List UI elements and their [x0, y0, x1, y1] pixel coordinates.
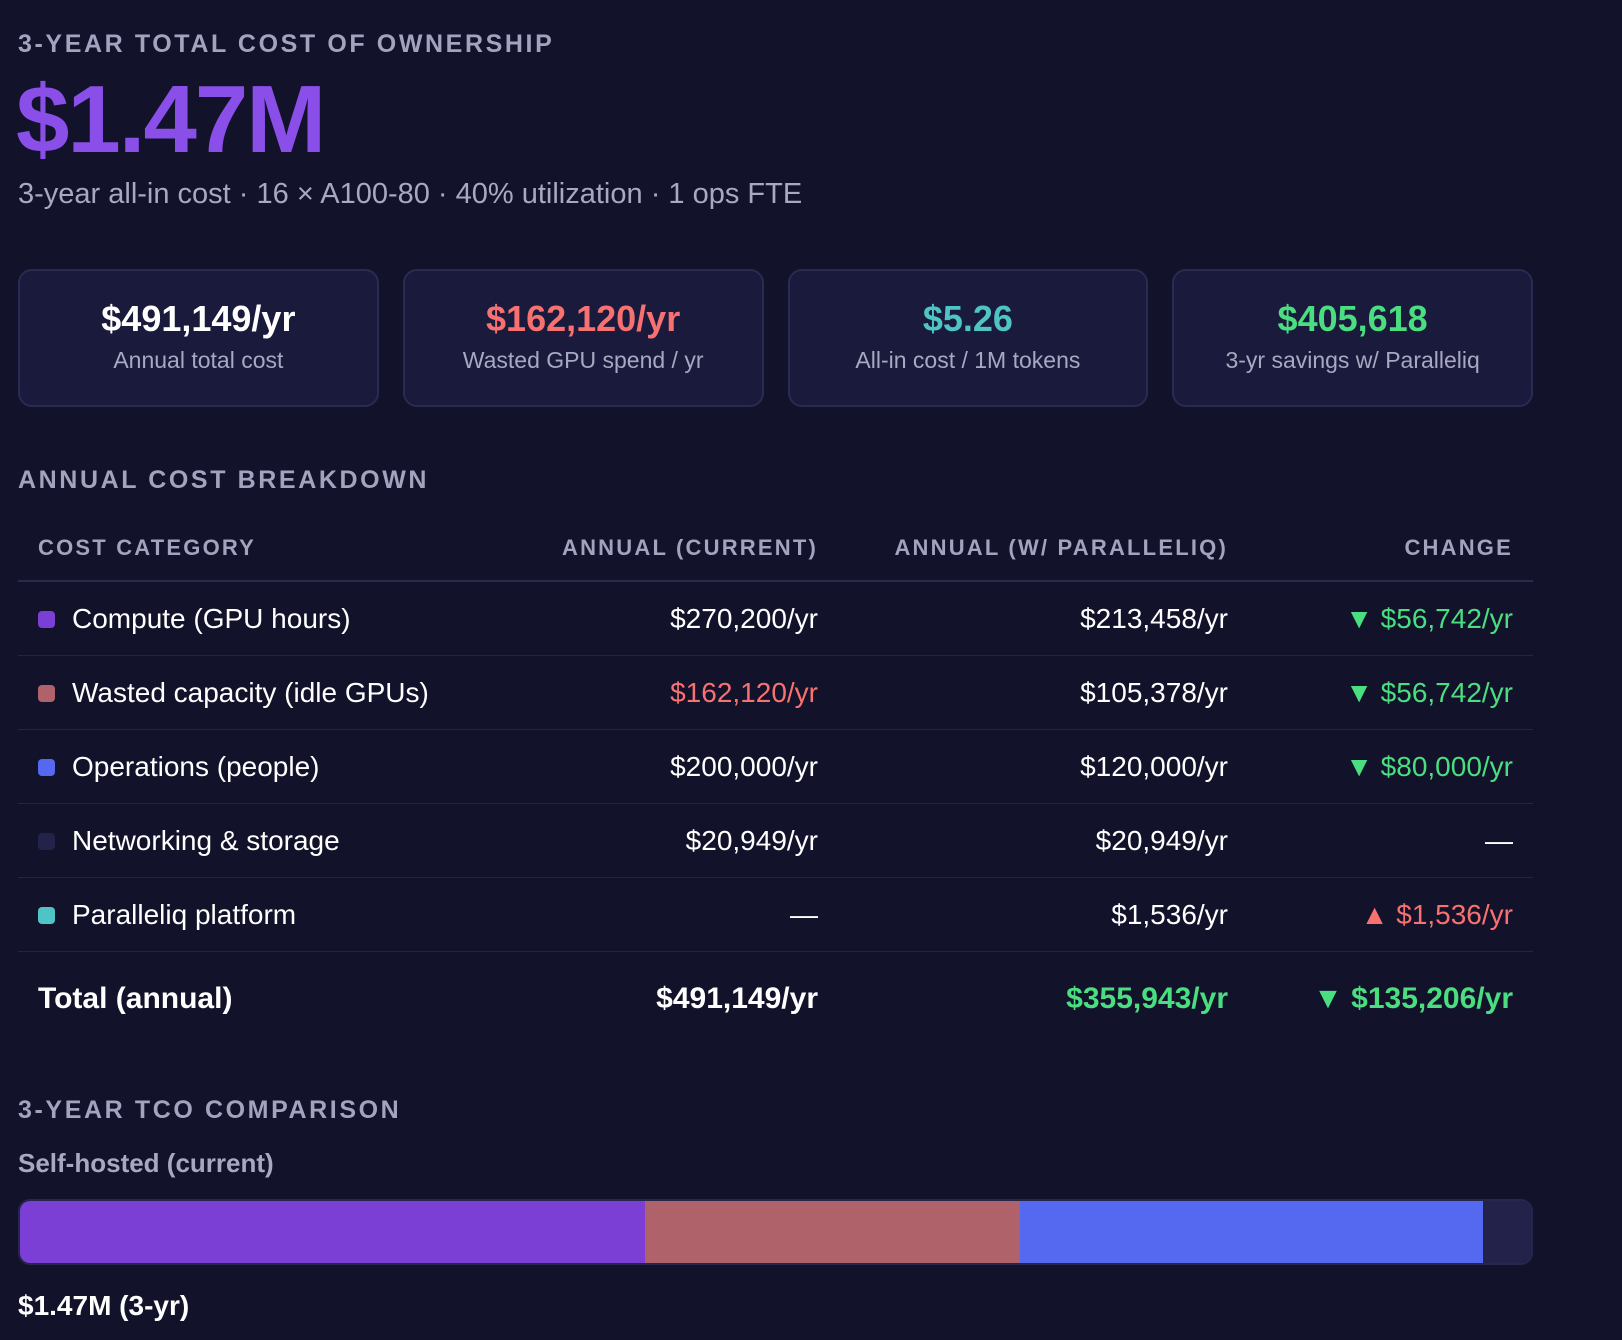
change-cell: ▼ $56,742/yr — [1248, 655, 1533, 730]
category-swatch — [38, 758, 55, 776]
current-cost-cell: $270,200/yr — [538, 581, 838, 656]
column-header-category: COST CATEGORY — [18, 516, 538, 582]
total-label: Total (annual) — [38, 982, 233, 1015]
current-cost-cell: $200,000/yr — [538, 729, 838, 804]
change-cell: ▲ $1,536/yr — [1248, 877, 1533, 952]
category-cell: Networking & storage — [18, 803, 538, 878]
category-label: Networking & storage — [72, 824, 340, 856]
kpi-card-wasted-spend: $162,120/yr Wasted GPU spend / yr — [402, 269, 764, 407]
kpi-value: $162,120/yr — [486, 298, 681, 339]
table-header-row: COST CATEGORY ANNUAL (CURRENT) ANNUAL (W… — [18, 516, 1533, 582]
breakdown-heading: ANNUAL COST BREAKDOWN — [18, 466, 430, 494]
category-label: Paralleliq platform — [72, 898, 297, 930]
bar-segment — [1482, 1201, 1531, 1263]
kpi-cards: $491,149/yr Annual total cost $162,120/y… — [18, 269, 1533, 407]
table-row: Operations (people) $200,000/yr $120,000… — [18, 729, 1533, 804]
total-current: $491,149/yr — [656, 982, 818, 1015]
self-hosted-bar-label: Self-hosted (current) — [18, 1148, 274, 1178]
tco-comparison-heading: 3-YEAR TCO COMPARISON — [18, 1096, 402, 1124]
tco-eyebrow: 3-YEAR TOTAL COST OF OWNERSHIP — [18, 30, 555, 58]
with-paralleliq-cell: $1,536/yr — [838, 877, 1248, 952]
self-hosted-bar-total: $1.47M (3-yr) — [18, 1290, 190, 1321]
total-change: ▼ $135,206/yr — [1313, 982, 1513, 1015]
bar-segment — [1019, 1201, 1483, 1263]
column-header-with-paralleliq: ANNUAL (W/ PARALLELIQ) — [838, 516, 1248, 582]
category-label: Compute (GPU hours) — [72, 602, 351, 634]
table-row: Wasted capacity (idle GPUs) $162,120/yr … — [18, 655, 1533, 730]
tco-total-value: $1.47M — [16, 66, 326, 173]
kpi-card-savings: $405,618 3-yr savings w/ Paralleliq — [1172, 269, 1533, 407]
kpi-value: $5.26 — [922, 298, 1013, 339]
bar-segment — [644, 1201, 1020, 1263]
with-paralleliq-cell: $213,458/yr — [838, 581, 1248, 656]
category-label: Operations (people) — [72, 750, 320, 782]
current-cost-cell: — — [538, 877, 838, 952]
category-cell: Operations (people) — [18, 729, 538, 804]
table-row: Networking & storage $20,949/yr $20,949/… — [18, 803, 1533, 878]
with-paralleliq-cell: $20,949/yr — [838, 803, 1248, 878]
kpi-card-annual-total: $491,149/yr Annual total cost — [18, 269, 379, 407]
category-cell: Wasted capacity (idle GPUs) — [18, 655, 538, 730]
table-row: Paralleliq platform — $1,536/yr ▲ $1,536… — [18, 877, 1533, 952]
category-swatch — [38, 832, 55, 850]
tco-subtitle: 3-year all-in cost · 16 × A100-80 · 40% … — [18, 178, 803, 210]
kpi-value: $491,149/yr — [101, 298, 296, 339]
column-header-change: CHANGE — [1248, 516, 1533, 582]
cost-breakdown-table: COST CATEGORY ANNUAL (CURRENT) ANNUAL (W… — [18, 516, 1533, 1046]
column-header-current: ANNUAL (CURRENT) — [538, 516, 838, 582]
category-label: Wasted capacity (idle GPUs) — [72, 676, 429, 708]
kpi-label: Wasted GPU spend / yr — [462, 346, 704, 373]
kpi-value: $405,618 — [1277, 298, 1428, 339]
table-row: Compute (GPU hours) $270,200/yr $213,458… — [18, 581, 1533, 656]
total-row: Total (annual) $491,149/yr $355,943/yr ▼… — [18, 952, 1533, 1047]
change-cell: ▼ $56,742/yr — [1248, 581, 1533, 656]
self-hosted-stacked-bar — [18, 1199, 1533, 1265]
current-cost-cell: $20,949/yr — [538, 803, 838, 878]
with-paralleliq-cell: $120,000/yr — [838, 729, 1248, 804]
kpi-label: 3-yr savings w/ Paralleliq — [1225, 346, 1480, 373]
current-cost-cell: $162,120/yr — [538, 655, 838, 730]
category-swatch — [38, 610, 55, 628]
change-cell: — — [1248, 803, 1533, 878]
bar-segment — [20, 1201, 645, 1263]
category-cell: Compute (GPU hours) — [18, 581, 538, 656]
total-with-paralleliq: $355,943/yr — [1066, 982, 1228, 1015]
with-paralleliq-cell: $105,378/yr — [838, 655, 1248, 730]
category-swatch — [38, 684, 55, 702]
change-cell: ▼ $80,000/yr — [1248, 729, 1533, 804]
category-swatch — [38, 906, 55, 924]
kpi-label: All-in cost / 1M tokens — [855, 346, 1081, 373]
kpi-label: Annual total cost — [113, 346, 284, 373]
category-cell: Paralleliq platform — [18, 877, 538, 952]
kpi-card-cost-per-token: $5.26 All-in cost / 1M tokens — [787, 269, 1149, 407]
